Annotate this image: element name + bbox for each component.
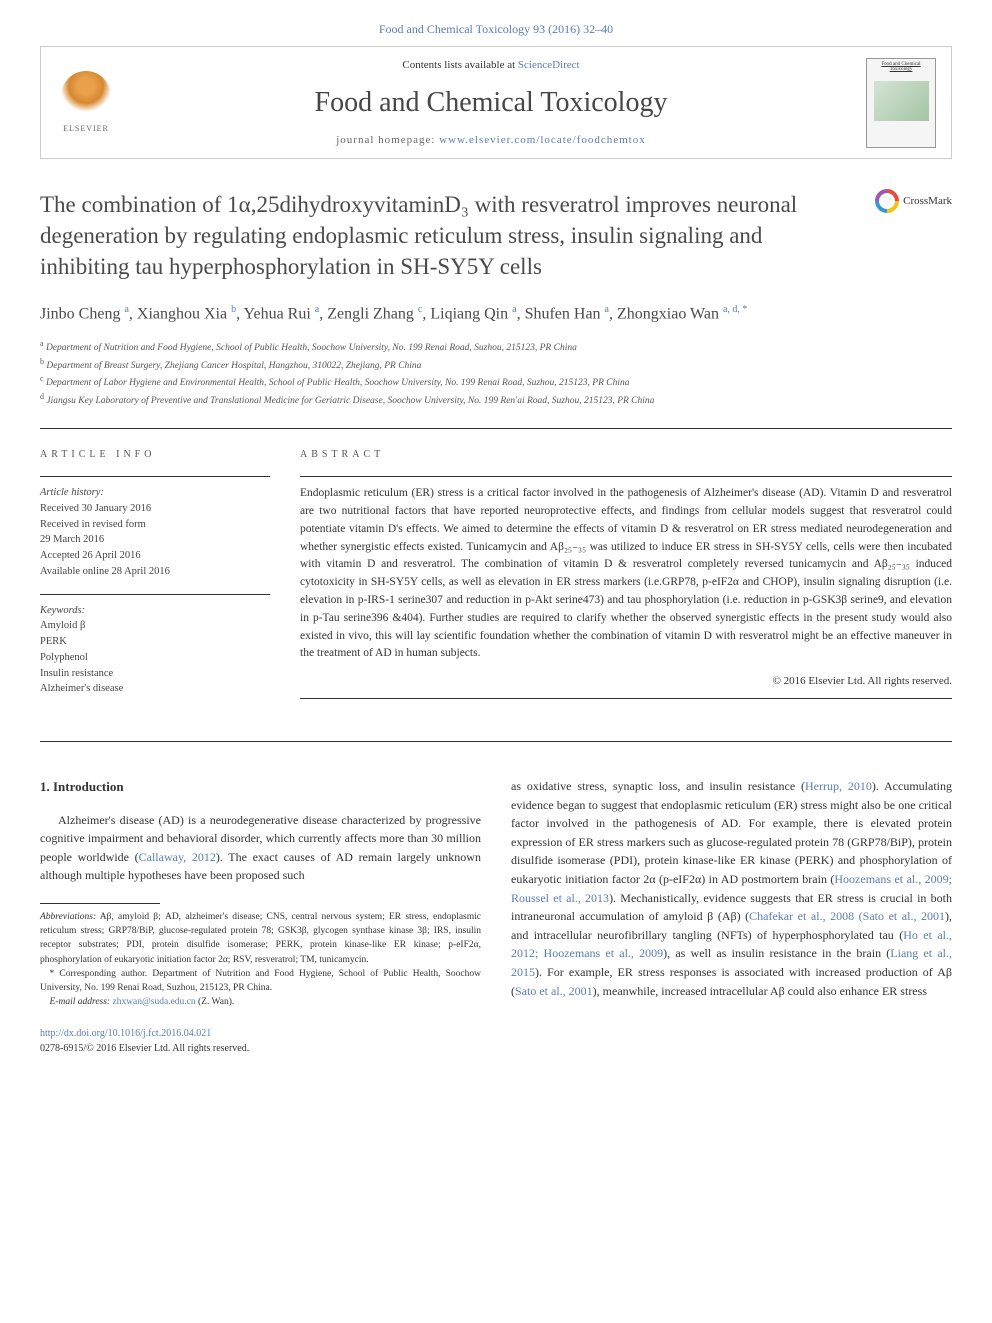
history-line: Available online 28 April 2016: [40, 564, 270, 580]
issn-copyright: 0278-6915/© 2016 Elsevier Ltd. All right…: [40, 1043, 249, 1054]
journal-name: Food and Chemical Toxicology: [131, 82, 851, 124]
affiliation-line: c Department of Labor Hygiene and Enviro…: [40, 373, 952, 390]
doi-link[interactable]: http://dx.doi.org/10.1016/j.fct.2016.04.…: [40, 1028, 211, 1039]
citation-link[interactable]: Sato et al., 2001: [515, 984, 593, 998]
abstract-text: Endoplasmic reticulum (ER) stress is a c…: [300, 485, 952, 663]
cover-title: Food and Chemical Toxicology: [870, 62, 932, 73]
corresponding-footnote: * Corresponding author. Department of Nu…: [40, 967, 481, 996]
body-columns: 1. Introduction Alzheimer's disease (AD)…: [40, 741, 952, 1056]
divider: [40, 594, 270, 595]
affiliations: a Department of Nutrition and Food Hygie…: [40, 338, 952, 408]
abbreviations-footnote: Abbreviations: Aβ, amyloid β; AD, alzhei…: [40, 910, 481, 967]
divider: [40, 476, 270, 477]
article-title: The combination of 1α,25dihydroxyvitamin…: [40, 189, 855, 282]
journal-homepage: journal homepage: www.elsevier.com/locat…: [131, 132, 851, 149]
crossmark-label: CrossMark: [903, 193, 952, 210]
intro-para-1: Alzheimer's disease (AD) is a neurodegen…: [40, 811, 481, 885]
email-suffix: (Z. Wan).: [196, 997, 235, 1007]
keywords-block: Keywords: Amyloid βPERKPolyphenolInsulin…: [40, 603, 270, 698]
divider: [300, 698, 952, 699]
crossmark-icon: [875, 189, 899, 213]
sciencedirect-link[interactable]: ScienceDirect: [518, 59, 580, 71]
copyright-line: © 2016 Elsevier Ltd. All rights reserved…: [300, 673, 952, 690]
intro-heading: 1. Introduction: [40, 777, 481, 797]
body-left-col: 1. Introduction Alzheimer's disease (AD)…: [40, 777, 481, 1056]
keyword: Insulin resistance: [40, 666, 270, 682]
keyword: PERK: [40, 634, 270, 650]
email-footnote: E-mail address: zhxwan@suda.edu.cn (Z. W…: [40, 995, 481, 1009]
body-right-col: as oxidative stress, synaptic loss, and …: [511, 777, 952, 1056]
abbrev-text: Aβ, amyloid β; AD, alzheimer's disease; …: [40, 912, 481, 965]
homepage-prefix: journal homepage:: [336, 134, 439, 146]
article-history: Article history: Received 30 January 201…: [40, 485, 270, 580]
history-line: Received 30 January 2016: [40, 501, 270, 517]
affiliation-line: d Jiangsu Key Laboratory of Preventive a…: [40, 391, 952, 408]
journal-cover-thumb: Food and Chemical Toxicology: [866, 58, 936, 148]
history-line: Accepted 26 April 2016: [40, 548, 270, 564]
cover-image-icon: [874, 81, 929, 121]
text: ). Accumulating evidence began to sugges…: [511, 779, 952, 886]
authors-list: Jinbo Cheng a, Xianghou Xia b, Yehua Rui…: [40, 302, 952, 326]
info-abstract-row: ARTICLE INFO Article history: Received 3…: [40, 428, 952, 711]
abbrev-label: Abbreviations:: [40, 912, 96, 922]
title-section: The combination of 1α,25dihydroxyvitamin…: [40, 189, 952, 282]
history-line: Received in revised form: [40, 517, 270, 533]
history-line: 29 March 2016: [40, 532, 270, 548]
history-label: Article history:: [40, 485, 270, 501]
elsevier-text: ELSEVIER: [63, 123, 109, 135]
affiliation-line: b Department of Breast Surgery, Zhejiang…: [40, 356, 952, 373]
citation-link[interactable]: Herrup, 2010: [805, 779, 872, 793]
email-link[interactable]: zhxwan@suda.edu.cn: [112, 997, 195, 1007]
abstract-col: ABSTRACT Endoplasmic reticulum (ER) stre…: [300, 447, 952, 711]
divider: [300, 476, 952, 477]
elsevier-tree-icon: [61, 71, 111, 121]
homepage-link[interactable]: www.elsevier.com/locate/foodchemtox: [439, 134, 646, 146]
article-info-label: ARTICLE INFO: [40, 447, 270, 462]
text: ), as well as insulin resistance in the …: [663, 946, 890, 960]
affiliation-line: a Department of Nutrition and Food Hygie…: [40, 338, 952, 355]
keywords-label: Keywords:: [40, 603, 270, 619]
abstract-label: ABSTRACT: [300, 447, 952, 462]
footer-block: http://dx.doi.org/10.1016/j.fct.2016.04.…: [40, 1026, 481, 1056]
text: ), meanwhile, increased intracellular Aβ…: [593, 984, 927, 998]
keyword: Alzheimer's disease: [40, 681, 270, 697]
citation-link[interactable]: Callaway, 2012: [139, 850, 216, 864]
contents-line: Contents lists available at ScienceDirec…: [131, 57, 851, 74]
keyword: Amyloid β: [40, 618, 270, 634]
journal-header-box: ELSEVIER Contents lists available at Sci…: [40, 46, 952, 159]
citation-header: Food and Chemical Toxicology 93 (2016) 3…: [40, 20, 952, 38]
elsevier-logo: ELSEVIER: [56, 68, 116, 138]
email-label: E-mail address:: [50, 997, 111, 1007]
text: as oxidative stress, synaptic loss, and …: [511, 779, 805, 793]
keyword: Polyphenol: [40, 650, 270, 666]
crossmark-badge[interactable]: CrossMark: [875, 189, 952, 213]
header-center: Contents lists available at ScienceDirec…: [131, 57, 851, 148]
footnote-separator: [40, 903, 160, 904]
intro-para-2: as oxidative stress, synaptic loss, and …: [511, 777, 952, 1000]
article-info-col: ARTICLE INFO Article history: Received 3…: [40, 447, 270, 711]
citation-link[interactable]: Chafekar et al., 2008 (Sato et al., 2001: [749, 909, 945, 923]
contents-prefix: Contents lists available at: [402, 59, 517, 71]
